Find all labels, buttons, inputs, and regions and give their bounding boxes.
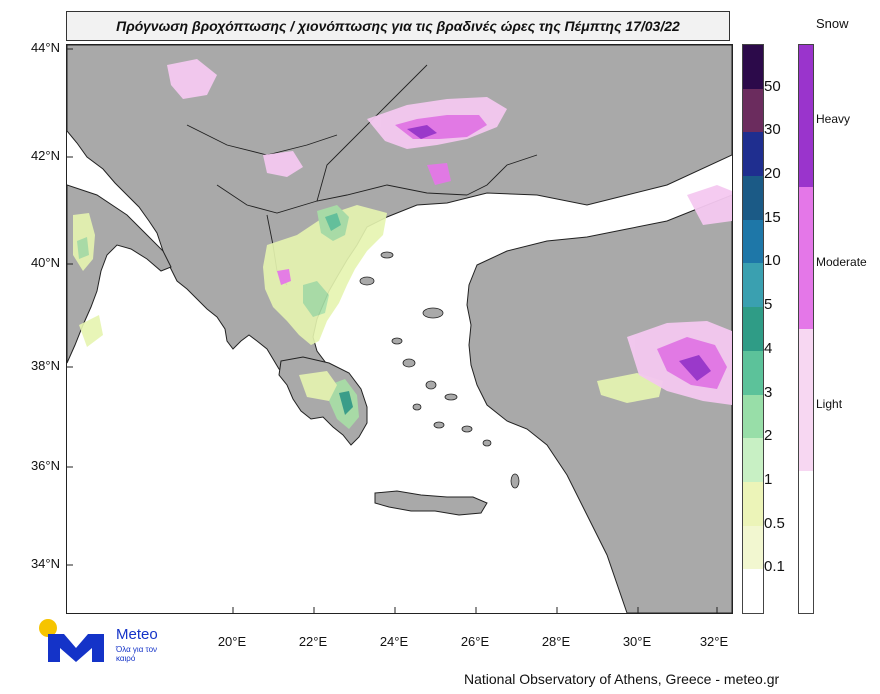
lat-label-36: 36°N	[30, 458, 60, 473]
logo-brand: Meteo	[116, 626, 158, 643]
snow-legend-swatch	[799, 329, 813, 471]
precip-snow	[167, 59, 732, 405]
lat-label-38: 38°N	[30, 358, 60, 373]
rain-legend-label: 50	[764, 77, 781, 95]
lon-label-28: 28°E	[541, 634, 571, 649]
lon-label-32: 32°E	[699, 634, 729, 649]
rain-legend-label: 0.1	[764, 558, 785, 576]
snow-label-heavy: Heavy	[816, 112, 851, 126]
forecast-map	[66, 44, 733, 614]
rain-legend-swatch	[743, 438, 763, 482]
snow-legend-swatch	[799, 187, 813, 329]
lon-label-26: 26°E	[460, 634, 490, 649]
rain-legend-label: 2	[764, 427, 773, 445]
logo-tagline: Όλα για τον καιρό	[116, 645, 158, 663]
rain-legend-label: 0.5	[764, 514, 785, 532]
rain-legend-swatch	[743, 525, 763, 570]
snow-legend-colorbar	[798, 44, 814, 614]
map-title: Πρόγνωση βροχόπτωσης / χιονόπτωσης για τ…	[66, 11, 730, 41]
meteo-logo	[39, 619, 104, 662]
rain-legend-swatch	[743, 219, 763, 264]
lon-label-24: 24°E	[379, 634, 409, 649]
snow-legend-swatch	[799, 471, 813, 613]
lon-label-20: 20°E	[217, 634, 247, 649]
lon-label-22: 22°E	[298, 634, 328, 649]
footer-credit: National Observatory of Athens, Greece -…	[464, 671, 780, 687]
aegean-islands	[359, 251, 520, 489]
rain-legend-label: 3	[764, 383, 773, 401]
precip-rain	[73, 205, 663, 429]
snow-legend-swatch	[799, 45, 813, 187]
snow-label-moderate: Moderate	[816, 255, 867, 269]
rain-legend-swatch	[743, 481, 763, 526]
rain-legend-swatch	[743, 569, 763, 613]
rain-legend-swatch	[743, 45, 763, 89]
rain-legend-colorbar	[742, 44, 764, 614]
grid-ticks	[67, 48, 718, 613]
snow-legend-title: Snow	[816, 16, 849, 31]
land-crete	[374, 490, 488, 516]
lat-label-42: 42°N	[30, 148, 60, 163]
rain-legend-swatch	[743, 307, 763, 351]
lat-label-34: 34°N	[30, 556, 60, 571]
rain-legend-label: 15	[764, 208, 781, 226]
rain-legend-swatch	[743, 176, 763, 220]
rain-legend-swatch	[743, 350, 763, 395]
land-anatolia	[466, 194, 732, 613]
lon-label-30: 30°E	[622, 634, 652, 649]
map-canvas	[67, 45, 732, 613]
sun-icon	[39, 619, 57, 637]
snow-label-light: Light	[816, 397, 843, 411]
rain-legend-label: 1	[764, 470, 773, 488]
rain-legend-swatch	[743, 394, 763, 439]
rain-legend-label: 20	[764, 165, 781, 183]
rain-legend-swatch	[743, 132, 763, 177]
rain-legend-label: 10	[764, 252, 781, 270]
rain-legend-label: 4	[764, 339, 773, 357]
rain-legend-label: 30	[764, 121, 781, 139]
logo-m-icon	[48, 634, 104, 662]
rain-legend-label: 5	[764, 296, 773, 314]
rain-legend-swatch	[743, 263, 763, 308]
lat-label-44: 44°N	[30, 40, 60, 55]
lat-label-40: 40°N	[30, 255, 60, 270]
rain-legend-swatch	[743, 88, 763, 133]
